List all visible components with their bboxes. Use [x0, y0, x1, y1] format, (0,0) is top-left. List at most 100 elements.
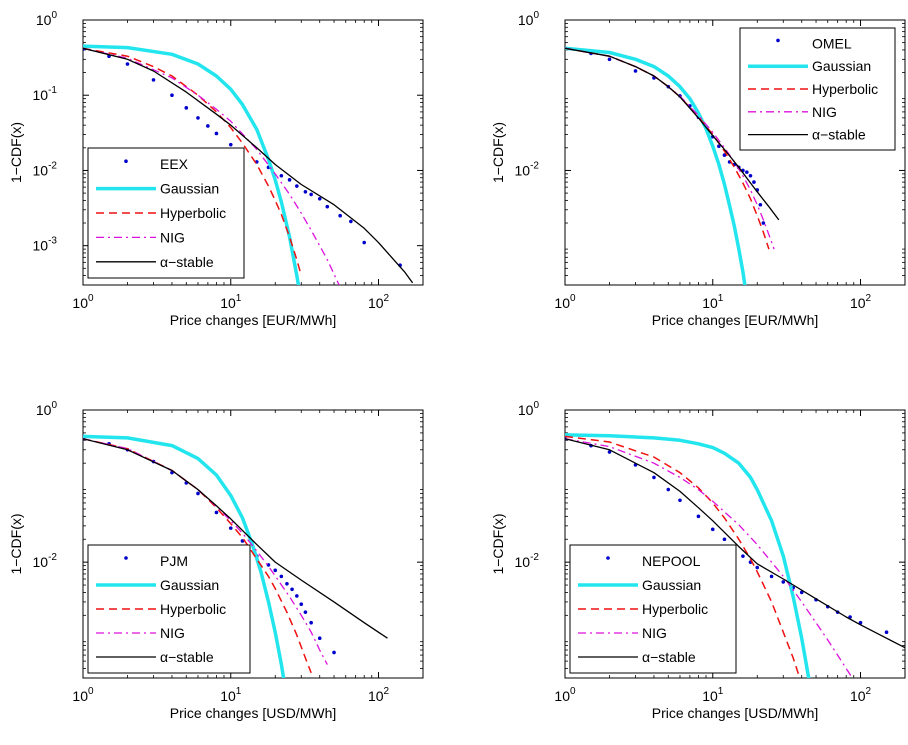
data-point: [758, 202, 763, 207]
data-point: [170, 93, 174, 98]
data-point: [745, 170, 749, 174]
legend-label: Gaussian: [160, 577, 219, 593]
data-point: [781, 580, 786, 584]
legend-label: NIG: [812, 104, 837, 120]
y-tick-label: 10-2: [515, 552, 540, 570]
y-axis-label: 1−CDF(x): [490, 122, 506, 183]
data-point: [741, 554, 745, 558]
legend: OMEL Gaussian Hyperbolic NIG α−stable: [739, 27, 896, 151]
data-point: [295, 184, 299, 188]
data-point: [214, 131, 219, 136]
y-axis-label: 1−CDF(x): [8, 513, 24, 574]
legend-swatch: [606, 556, 610, 560]
x-tick-label: 102: [850, 293, 872, 311]
y-axis-label: 1−CDF(x): [490, 513, 506, 574]
legend-swatch: [124, 556, 128, 560]
series-line-2: [565, 47, 770, 250]
data-point: [338, 213, 342, 218]
series-line-3: [565, 438, 854, 678]
legend-label: Hyperbolic: [160, 601, 226, 617]
x-axis-label: Price changes [EUR/MWh]: [170, 312, 337, 328]
x-tick-label: 100: [554, 293, 576, 311]
legend-label: NIG: [160, 229, 185, 245]
x-tick-label: 102: [368, 293, 390, 311]
data-point: [214, 510, 219, 515]
data-point: [666, 487, 671, 492]
plot-area: [565, 433, 905, 678]
plot-frame: [564, 409, 906, 679]
data-point: [325, 204, 330, 209]
data-point: [652, 475, 656, 480]
legend-swatch: [124, 159, 128, 163]
x-tick-label: 102: [368, 686, 390, 704]
minor-ticks: [565, 410, 905, 679]
legend-label: NEPOOL: [642, 553, 701, 569]
data-point: [206, 124, 210, 128]
series-line-4: [565, 47, 780, 221]
x-tick-label: 100: [72, 686, 94, 704]
series-line-2: [83, 437, 312, 674]
legend-label: Hyperbolic: [642, 601, 708, 617]
x-tick-label: 101: [220, 293, 242, 311]
x-axis-label: Price changes [EUR/MWh]: [652, 312, 819, 328]
y-tick-label: 100: [36, 400, 58, 418]
data-point: [607, 57, 612, 62]
data-point: [303, 610, 308, 614]
subplot-3: 100 101 102 10-2 100 Price changes [USD/MWh] 1…: [8, 400, 424, 721]
data-point: [317, 196, 322, 201]
legend-label: Gaussian: [812, 58, 871, 74]
series-line-3: [565, 47, 775, 250]
x-tick-label: 100: [554, 686, 576, 704]
data-point: [151, 78, 156, 82]
minor-ticks: [83, 410, 423, 679]
data-point: [273, 568, 278, 573]
data-point: [607, 450, 612, 454]
legend-box: [87, 544, 251, 674]
y-tick-label: 10-2: [33, 552, 58, 570]
data-point: [309, 192, 313, 197]
x-tick-label: 100: [72, 293, 94, 311]
plot-frame: [82, 19, 424, 286]
plot-frame: [564, 19, 906, 286]
data-point: [196, 116, 200, 120]
y-tick-label: 100: [518, 400, 540, 418]
legend-label: α−stable: [160, 649, 214, 665]
data-point: [799, 590, 804, 595]
data-point: [125, 62, 130, 66]
x-axis-label: Price changes [USD/MWh]: [652, 705, 819, 721]
legend: EEX Gaussian Hyperbolic NIG α−stable: [87, 147, 245, 279]
legend-swatch: [776, 38, 780, 43]
y-tick-label: 100: [36, 10, 58, 28]
legend-label: NIG: [160, 625, 185, 641]
data-point: [279, 574, 284, 579]
plot-area: [83, 434, 388, 678]
data-point: [633, 69, 638, 73]
data-point: [228, 526, 233, 530]
series-empirical-points: [83, 47, 402, 267]
legend-label: Hyperbolic: [812, 81, 878, 97]
series-line-2: [83, 47, 303, 276]
legend-label: PJM: [160, 553, 188, 569]
series-line-1: [565, 433, 811, 678]
y-tick-label: 10-2: [515, 160, 540, 178]
data-point: [285, 581, 289, 586]
subplot-2: 100 101 102 10-2 100 Price changes [EUR/MWh] 1…: [490, 10, 906, 328]
data-point: [317, 636, 322, 641]
legend-label: α−stable: [160, 254, 214, 270]
data-point: [309, 620, 313, 625]
data-point: [761, 221, 766, 225]
y-tick-label: 100: [518, 10, 540, 28]
legend-label: NIG: [642, 625, 667, 641]
series-line-2: [565, 435, 801, 678]
data-point: [884, 630, 889, 634]
y-tick-label: 10-2: [33, 160, 58, 178]
x-tick-label: 101: [702, 293, 724, 311]
data-point: [228, 142, 233, 147]
data-point: [362, 240, 367, 245]
data-point: [349, 219, 353, 224]
series-line-4: [565, 438, 905, 649]
data-point: [299, 602, 304, 607]
series-line-1: [83, 44, 301, 285]
plot-area: [565, 46, 780, 285]
